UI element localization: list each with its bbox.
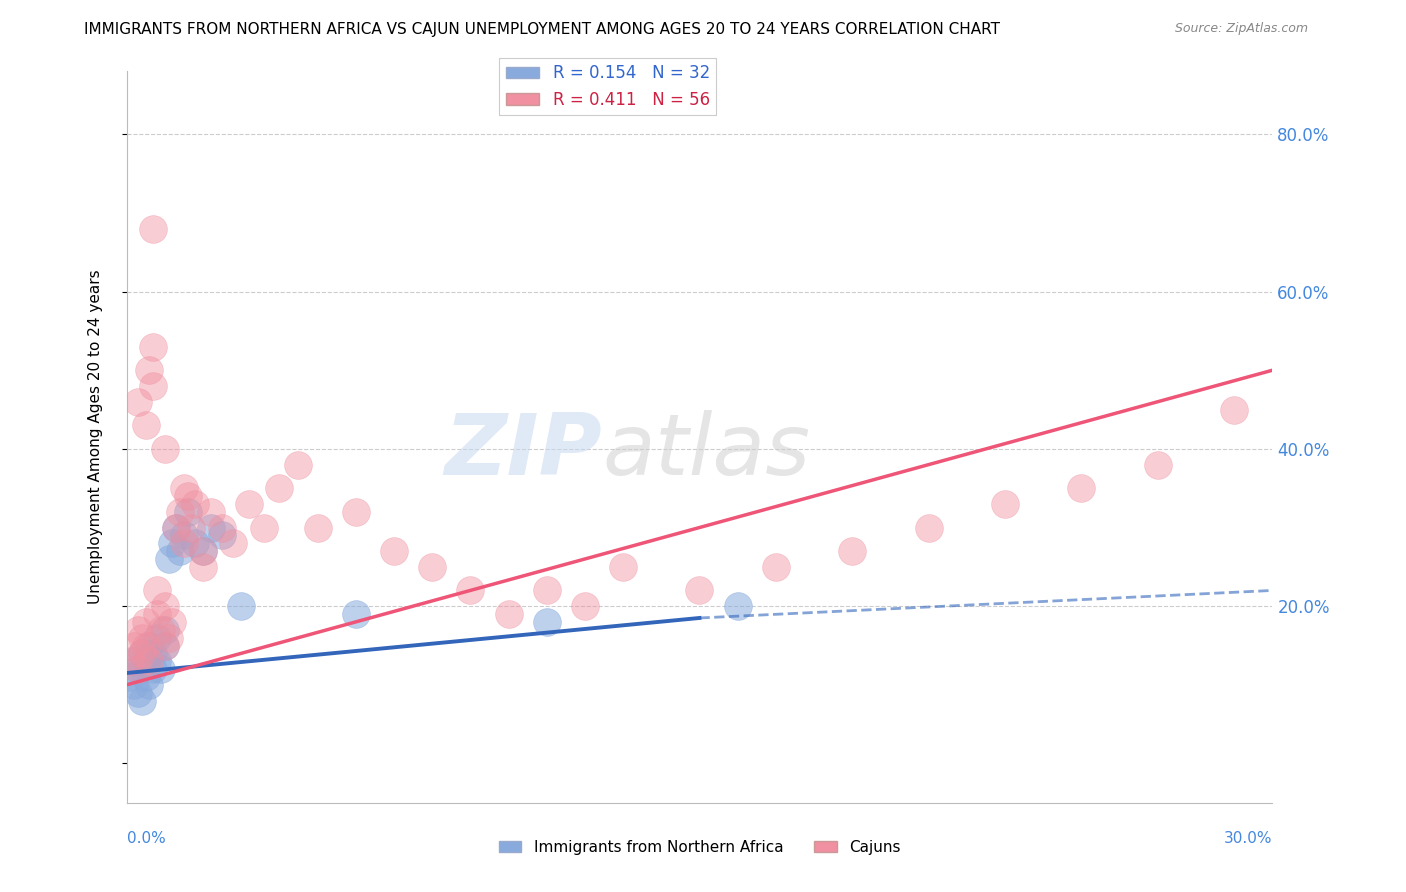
Point bbox=[727, 599, 749, 614]
Point bbox=[211, 528, 233, 542]
Text: atlas: atlas bbox=[602, 410, 810, 493]
Point bbox=[994, 497, 1017, 511]
Point bbox=[382, 544, 405, 558]
Point bbox=[127, 686, 149, 700]
Point bbox=[135, 639, 157, 653]
Point bbox=[238, 497, 260, 511]
Point bbox=[211, 520, 233, 534]
Point bbox=[131, 631, 153, 645]
Point bbox=[176, 505, 198, 519]
Point bbox=[173, 536, 195, 550]
Point bbox=[138, 678, 160, 692]
Point bbox=[142, 646, 165, 660]
Point bbox=[231, 599, 253, 614]
Point bbox=[122, 678, 145, 692]
Point bbox=[149, 662, 172, 676]
Point bbox=[142, 340, 165, 354]
Point bbox=[191, 544, 214, 558]
Point bbox=[191, 559, 214, 574]
Point bbox=[200, 505, 222, 519]
Point bbox=[122, 639, 145, 653]
Point bbox=[173, 528, 195, 542]
Point bbox=[153, 599, 176, 614]
Point bbox=[222, 536, 245, 550]
Point bbox=[253, 520, 276, 534]
Point bbox=[146, 583, 169, 598]
Point bbox=[131, 693, 153, 707]
Point bbox=[765, 559, 787, 574]
Point bbox=[191, 544, 214, 558]
Point bbox=[169, 505, 191, 519]
Point bbox=[127, 662, 149, 676]
Point bbox=[165, 520, 187, 534]
Point bbox=[498, 607, 520, 621]
Point bbox=[138, 639, 160, 653]
Point bbox=[574, 599, 596, 614]
Point bbox=[135, 670, 157, 684]
Point bbox=[157, 552, 180, 566]
Point bbox=[287, 458, 309, 472]
Y-axis label: Unemployment Among Ages 20 to 24 years: Unemployment Among Ages 20 to 24 years bbox=[89, 269, 103, 605]
Point bbox=[127, 394, 149, 409]
Point bbox=[184, 497, 207, 511]
Point bbox=[142, 662, 165, 676]
Text: ZIP: ZIP bbox=[444, 410, 602, 493]
Text: IMMIGRANTS FROM NORTHERN AFRICA VS CAJUN UNEMPLOYMENT AMONG AGES 20 TO 24 YEARS : IMMIGRANTS FROM NORTHERN AFRICA VS CAJUN… bbox=[84, 22, 1000, 37]
Point bbox=[458, 583, 481, 598]
Point bbox=[1147, 458, 1170, 472]
Point bbox=[146, 607, 169, 621]
Point bbox=[612, 559, 634, 574]
Point bbox=[138, 363, 160, 377]
Point bbox=[131, 646, 153, 660]
Point bbox=[162, 615, 184, 629]
Point bbox=[122, 654, 145, 668]
Point bbox=[176, 489, 198, 503]
Point bbox=[344, 505, 367, 519]
Point bbox=[153, 639, 176, 653]
Point bbox=[169, 544, 191, 558]
Point bbox=[307, 520, 329, 534]
Point bbox=[1223, 402, 1246, 417]
Point bbox=[420, 559, 443, 574]
Point bbox=[142, 221, 165, 235]
Point bbox=[153, 442, 176, 456]
Text: 30.0%: 30.0% bbox=[1225, 831, 1272, 846]
Point bbox=[138, 654, 160, 668]
Point bbox=[135, 615, 157, 629]
Point bbox=[142, 379, 165, 393]
Point bbox=[162, 536, 184, 550]
Legend: Immigrants from Northern Africa, Cajuns: Immigrants from Northern Africa, Cajuns bbox=[492, 834, 907, 861]
Point bbox=[200, 520, 222, 534]
Point bbox=[165, 520, 187, 534]
Point bbox=[120, 654, 142, 668]
Point bbox=[689, 583, 711, 598]
Text: 0.0%: 0.0% bbox=[127, 831, 166, 846]
Point bbox=[157, 631, 180, 645]
Point bbox=[184, 536, 207, 550]
Point bbox=[536, 615, 558, 629]
Point bbox=[127, 662, 149, 676]
Point bbox=[149, 623, 172, 637]
Point bbox=[180, 520, 202, 534]
Point bbox=[918, 520, 941, 534]
Point bbox=[131, 646, 153, 660]
Point bbox=[120, 670, 142, 684]
Text: Source: ZipAtlas.com: Source: ZipAtlas.com bbox=[1174, 22, 1308, 36]
Point bbox=[536, 583, 558, 598]
Point bbox=[135, 654, 157, 668]
Point bbox=[146, 654, 169, 668]
Point bbox=[153, 623, 176, 637]
Point bbox=[153, 639, 176, 653]
Point bbox=[841, 544, 863, 558]
Point bbox=[135, 418, 157, 433]
Point bbox=[344, 607, 367, 621]
Point bbox=[146, 631, 169, 645]
Point bbox=[173, 481, 195, 495]
Point bbox=[1070, 481, 1092, 495]
Point bbox=[127, 623, 149, 637]
Point bbox=[269, 481, 291, 495]
